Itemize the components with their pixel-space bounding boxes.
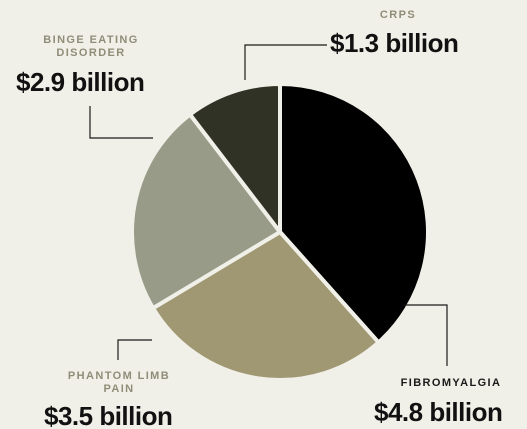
pie-slice-fibromyalgia <box>278 82 430 345</box>
leader-lines <box>89 44 448 366</box>
pie-slice-crps <box>188 82 282 234</box>
crps-label: CRPS <box>379 9 417 21</box>
binge-eating-disorder-label: BINGE EATING DISORDER <box>43 34 139 59</box>
crps-value: $1.3 billion <box>330 28 459 58</box>
pie-slice-binge-eating-disorder <box>130 112 282 311</box>
leader-line-phantom <box>117 339 152 360</box>
pie-slices <box>130 82 430 382</box>
leader-line-fibro <box>404 304 448 366</box>
fibromyalgia-value: $4.8 billion <box>374 397 503 427</box>
leader-line-crps <box>244 44 327 80</box>
binge-eating-disorder-value: $2.9 billion <box>16 67 145 97</box>
pie-slice-phantom-limb-pain <box>151 230 381 382</box>
fibromyalgia-label: FIBROMYALGIA <box>400 377 502 389</box>
phantom-limb-pain-label: PHANTOM LIMB PAIN <box>67 370 171 395</box>
phantom-limb-pain-value: $3.5 billion <box>44 401 173 429</box>
leader-line-binge <box>89 106 153 139</box>
